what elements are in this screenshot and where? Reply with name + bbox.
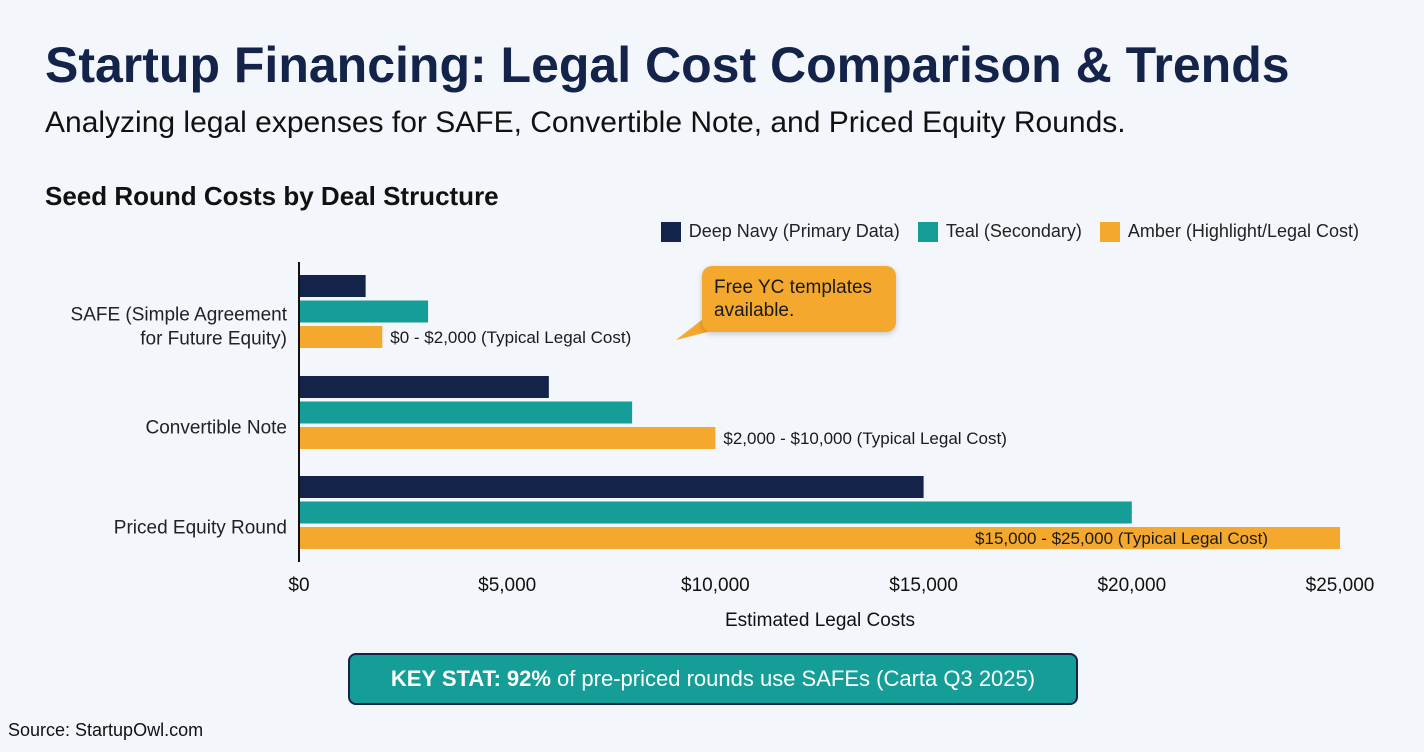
bar-1-2: [299, 501, 1132, 524]
bar-0-1: [299, 376, 549, 398]
legend-swatch: [917, 221, 938, 242]
key-stat-text: of pre-priced rounds use SAFEs (Carta Q3…: [556, 666, 1036, 691]
chart-title: Seed Round Costs by Deal Structure: [45, 181, 499, 211]
key-stat-banner: KEY STAT: 92% of pre-priced rounds use SAF…: [348, 653, 1078, 705]
source-note: Source: StartupOwl.com: [8, 720, 204, 740]
legend-label: Amber (Highlight/Legal Cost): [1127, 221, 1359, 241]
bar-0-2: [299, 476, 924, 498]
category-label: Convertible Note: [145, 418, 287, 439]
x-tick-label: $20,000: [1097, 575, 1166, 596]
annotation-callout: Free YC templates available.: [702, 266, 896, 332]
bar-1-1: [299, 401, 633, 424]
x-tick-label: $15,000: [889, 575, 958, 596]
legend-swatch: [1099, 221, 1120, 242]
bar-2-1: [299, 427, 716, 449]
key-stat-value: 92%: [506, 666, 551, 691]
data-label: $2,000 - $10,000 (Typical Legal Cost): [723, 429, 1007, 448]
category-label: SAFE (Simple Agreement: [71, 305, 288, 326]
bar-1-0: [299, 300, 429, 323]
bar-0-0: [299, 275, 366, 297]
x-axis-label: Estimated Legal Costs: [725, 610, 915, 631]
legend-item-navy: Deep Navy (Primary Data): [660, 221, 900, 242]
page-title: Startup Financing: Legal Cost Comparison…: [45, 37, 1290, 93]
data-label: $15,000 - $25,000 (Typical Legal Cost): [975, 529, 1268, 548]
legend-item-teal: Teal (Secondary): [917, 221, 1082, 242]
legend-swatch: [660, 221, 681, 242]
category-label: for Future Equity): [140, 329, 287, 350]
bar-2-2: [299, 527, 1340, 549]
legend-label: Deep Navy (Primary Data): [688, 221, 900, 241]
legend-label: Teal (Secondary): [945, 221, 1082, 241]
data-label: $0 - $2,000 (Typical Legal Cost): [390, 328, 631, 347]
category-label: Priced Equity Round: [114, 518, 287, 539]
legend-item-amber: Amber (Highlight/Legal Cost): [1099, 221, 1359, 242]
key-stat-label: KEY STAT:: [390, 666, 501, 691]
page-subtitle: Analyzing legal expenses for SAFE, Conve…: [45, 106, 1126, 139]
x-tick-label: $5,000: [478, 575, 536, 596]
x-tick-label: $10,000: [681, 575, 750, 596]
x-tick-label: $25,000: [1306, 575, 1375, 596]
x-tick-label: $0: [288, 575, 309, 596]
bar-2-0: [299, 326, 383, 348]
chart-legend: Deep Navy (Primary Data) Teal (Secondary…: [660, 221, 1359, 242]
